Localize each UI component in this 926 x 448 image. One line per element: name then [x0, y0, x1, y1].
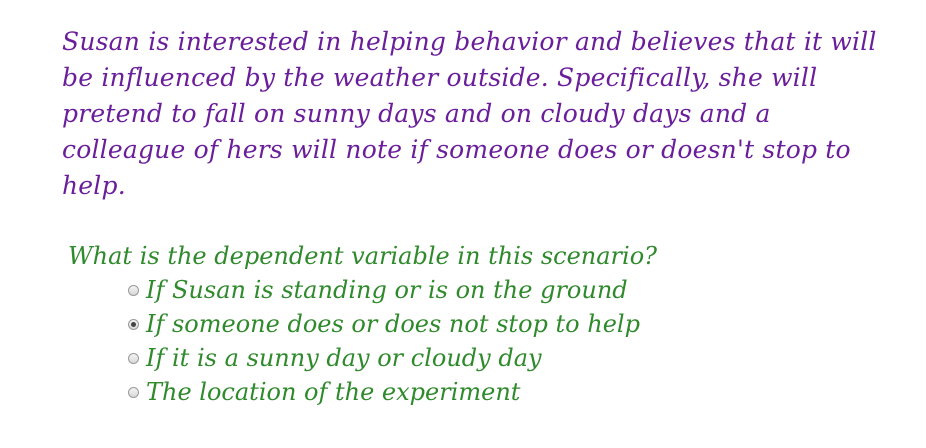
- scenario-line: pretend to fall on sunny days and on clo…: [62, 99, 771, 128]
- scenario-line: Susan is interested in helping behavior …: [62, 27, 877, 56]
- option-label[interactable]: If it is a sunny day or cloudy day: [146, 344, 542, 372]
- scenario-text: Susan is interested in helping behavior …: [62, 24, 877, 204]
- option-label[interactable]: The location of the experiment: [146, 378, 521, 406]
- question-prompt: What is the dependent variable in this s…: [68, 242, 658, 270]
- option-label[interactable]: If someone does or does not stop to help: [146, 310, 640, 338]
- radio-button[interactable]: [128, 352, 139, 364]
- scenario-line: be influenced by the weather outside. Sp…: [62, 63, 818, 92]
- answer-option-3[interactable]: If it is a sunny day or cloudy day: [128, 341, 640, 375]
- option-label[interactable]: If Susan is standing or is on the ground: [146, 276, 628, 304]
- answer-option-1[interactable]: If Susan is standing or is on the ground: [128, 273, 640, 307]
- radio-button[interactable]: [128, 386, 139, 398]
- radio-button[interactable]: [128, 318, 139, 330]
- answer-options: If Susan is standing or is on the ground…: [128, 273, 640, 409]
- answer-option-2[interactable]: If someone does or does not stop to help: [128, 307, 640, 341]
- scenario-line: help.: [62, 171, 126, 200]
- scenario-line: colleague of hers will note if someone d…: [62, 135, 851, 164]
- answer-option-4[interactable]: The location of the experiment: [128, 375, 640, 409]
- radio-button[interactable]: [128, 284, 139, 296]
